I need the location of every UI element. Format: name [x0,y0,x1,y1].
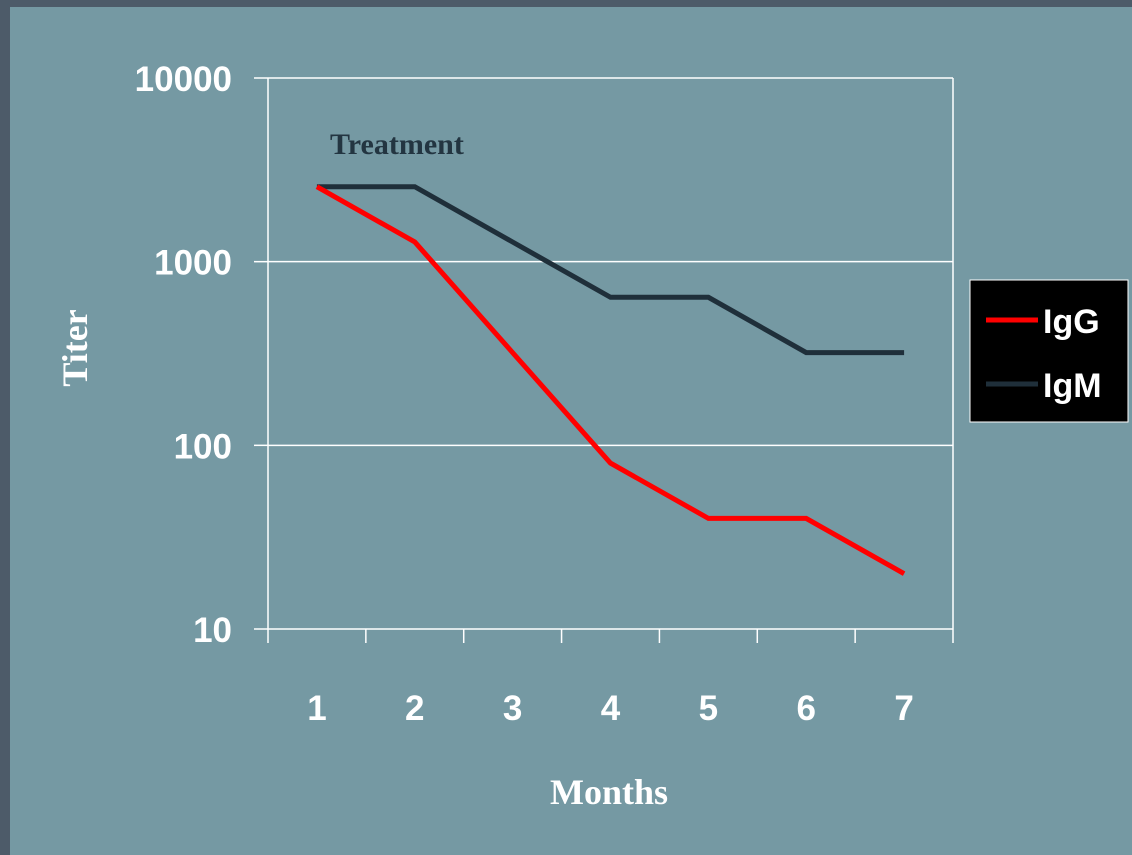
x-axis-title: Months [550,772,668,812]
legend-label-igg: IgG [1043,303,1100,341]
y-tick-label-1000: 1000 [154,244,232,283]
y-tick-label-10000: 10000 [135,60,232,99]
x-tick-label-5: 5 [699,689,718,728]
x-tick-label-6: 6 [796,689,815,728]
y-tick-label-100: 100 [174,427,232,466]
axes-layer [254,77,954,643]
x-tick-label-1: 1 [307,689,326,728]
x-tick-label-3: 3 [503,689,522,728]
grid-layer [268,77,954,629]
x-tick-label-4: 4 [601,689,621,728]
x-tick-label-2: 2 [405,689,424,728]
y-axis-title: Titer [55,309,95,386]
x-tick-label-7: 7 [894,689,913,728]
legend-label-igm: IgM [1043,367,1102,405]
legend-box [969,279,1129,423]
y-tick-label-10: 10 [193,611,232,650]
legend: IgG IgM [969,279,1129,423]
series-line-igm [316,184,905,356]
series-line-igg [315,184,906,576]
chart-panel [10,7,1132,855]
series-layer [315,184,906,576]
treatment-annotation: Treatment [330,128,464,161]
labels-layer: 10 100 1000 10000 1 2 3 4 5 6 7 [135,60,914,728]
